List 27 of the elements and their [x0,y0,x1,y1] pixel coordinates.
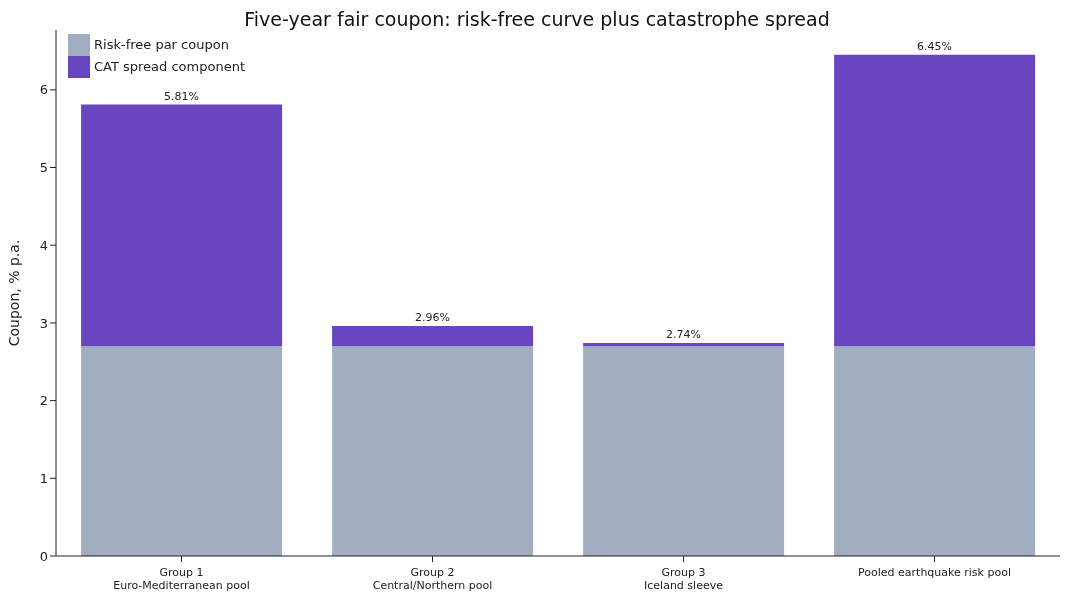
x-tick-label: Group 1 Euro-Mediterranean pool [113,566,250,592]
bar [834,54,1036,347]
total-label: 6.45% [917,39,953,53]
total-label: 2.74% [666,328,702,342]
x-tick-label: Group 3 Iceland sleeve [644,566,724,592]
bar [332,326,534,347]
y-axis-title: Coupon, % p.a. [5,239,22,347]
y-tick-label: 4 [39,237,48,253]
total-label: 5.81% [164,89,200,103]
y-tick-label: 5 [39,160,48,176]
y-tick-label: 0 [39,548,48,564]
bar [583,346,785,556]
bar [834,346,1036,556]
y-tick-label: 2 [39,393,48,409]
bar [583,343,785,347]
legend-label: CAT spread component [94,58,246,74]
x-tick-label: Group 2 Central/Northern pool [372,566,493,592]
legend-label: Risk-free par coupon [94,36,229,52]
y-tick-label: 3 [39,315,48,331]
total-label: 2.96% [415,311,451,325]
bar [81,346,283,556]
chart-title: Five-year fair coupon: risk-free curve plus catastrophe spread [243,8,831,30]
y-tick-label: 1 [39,470,48,486]
x-tick-label: Pooled earthquake risk pool [858,566,1011,579]
bar [332,346,534,556]
y-tick-label: 6 [39,82,48,98]
bar [81,104,283,347]
